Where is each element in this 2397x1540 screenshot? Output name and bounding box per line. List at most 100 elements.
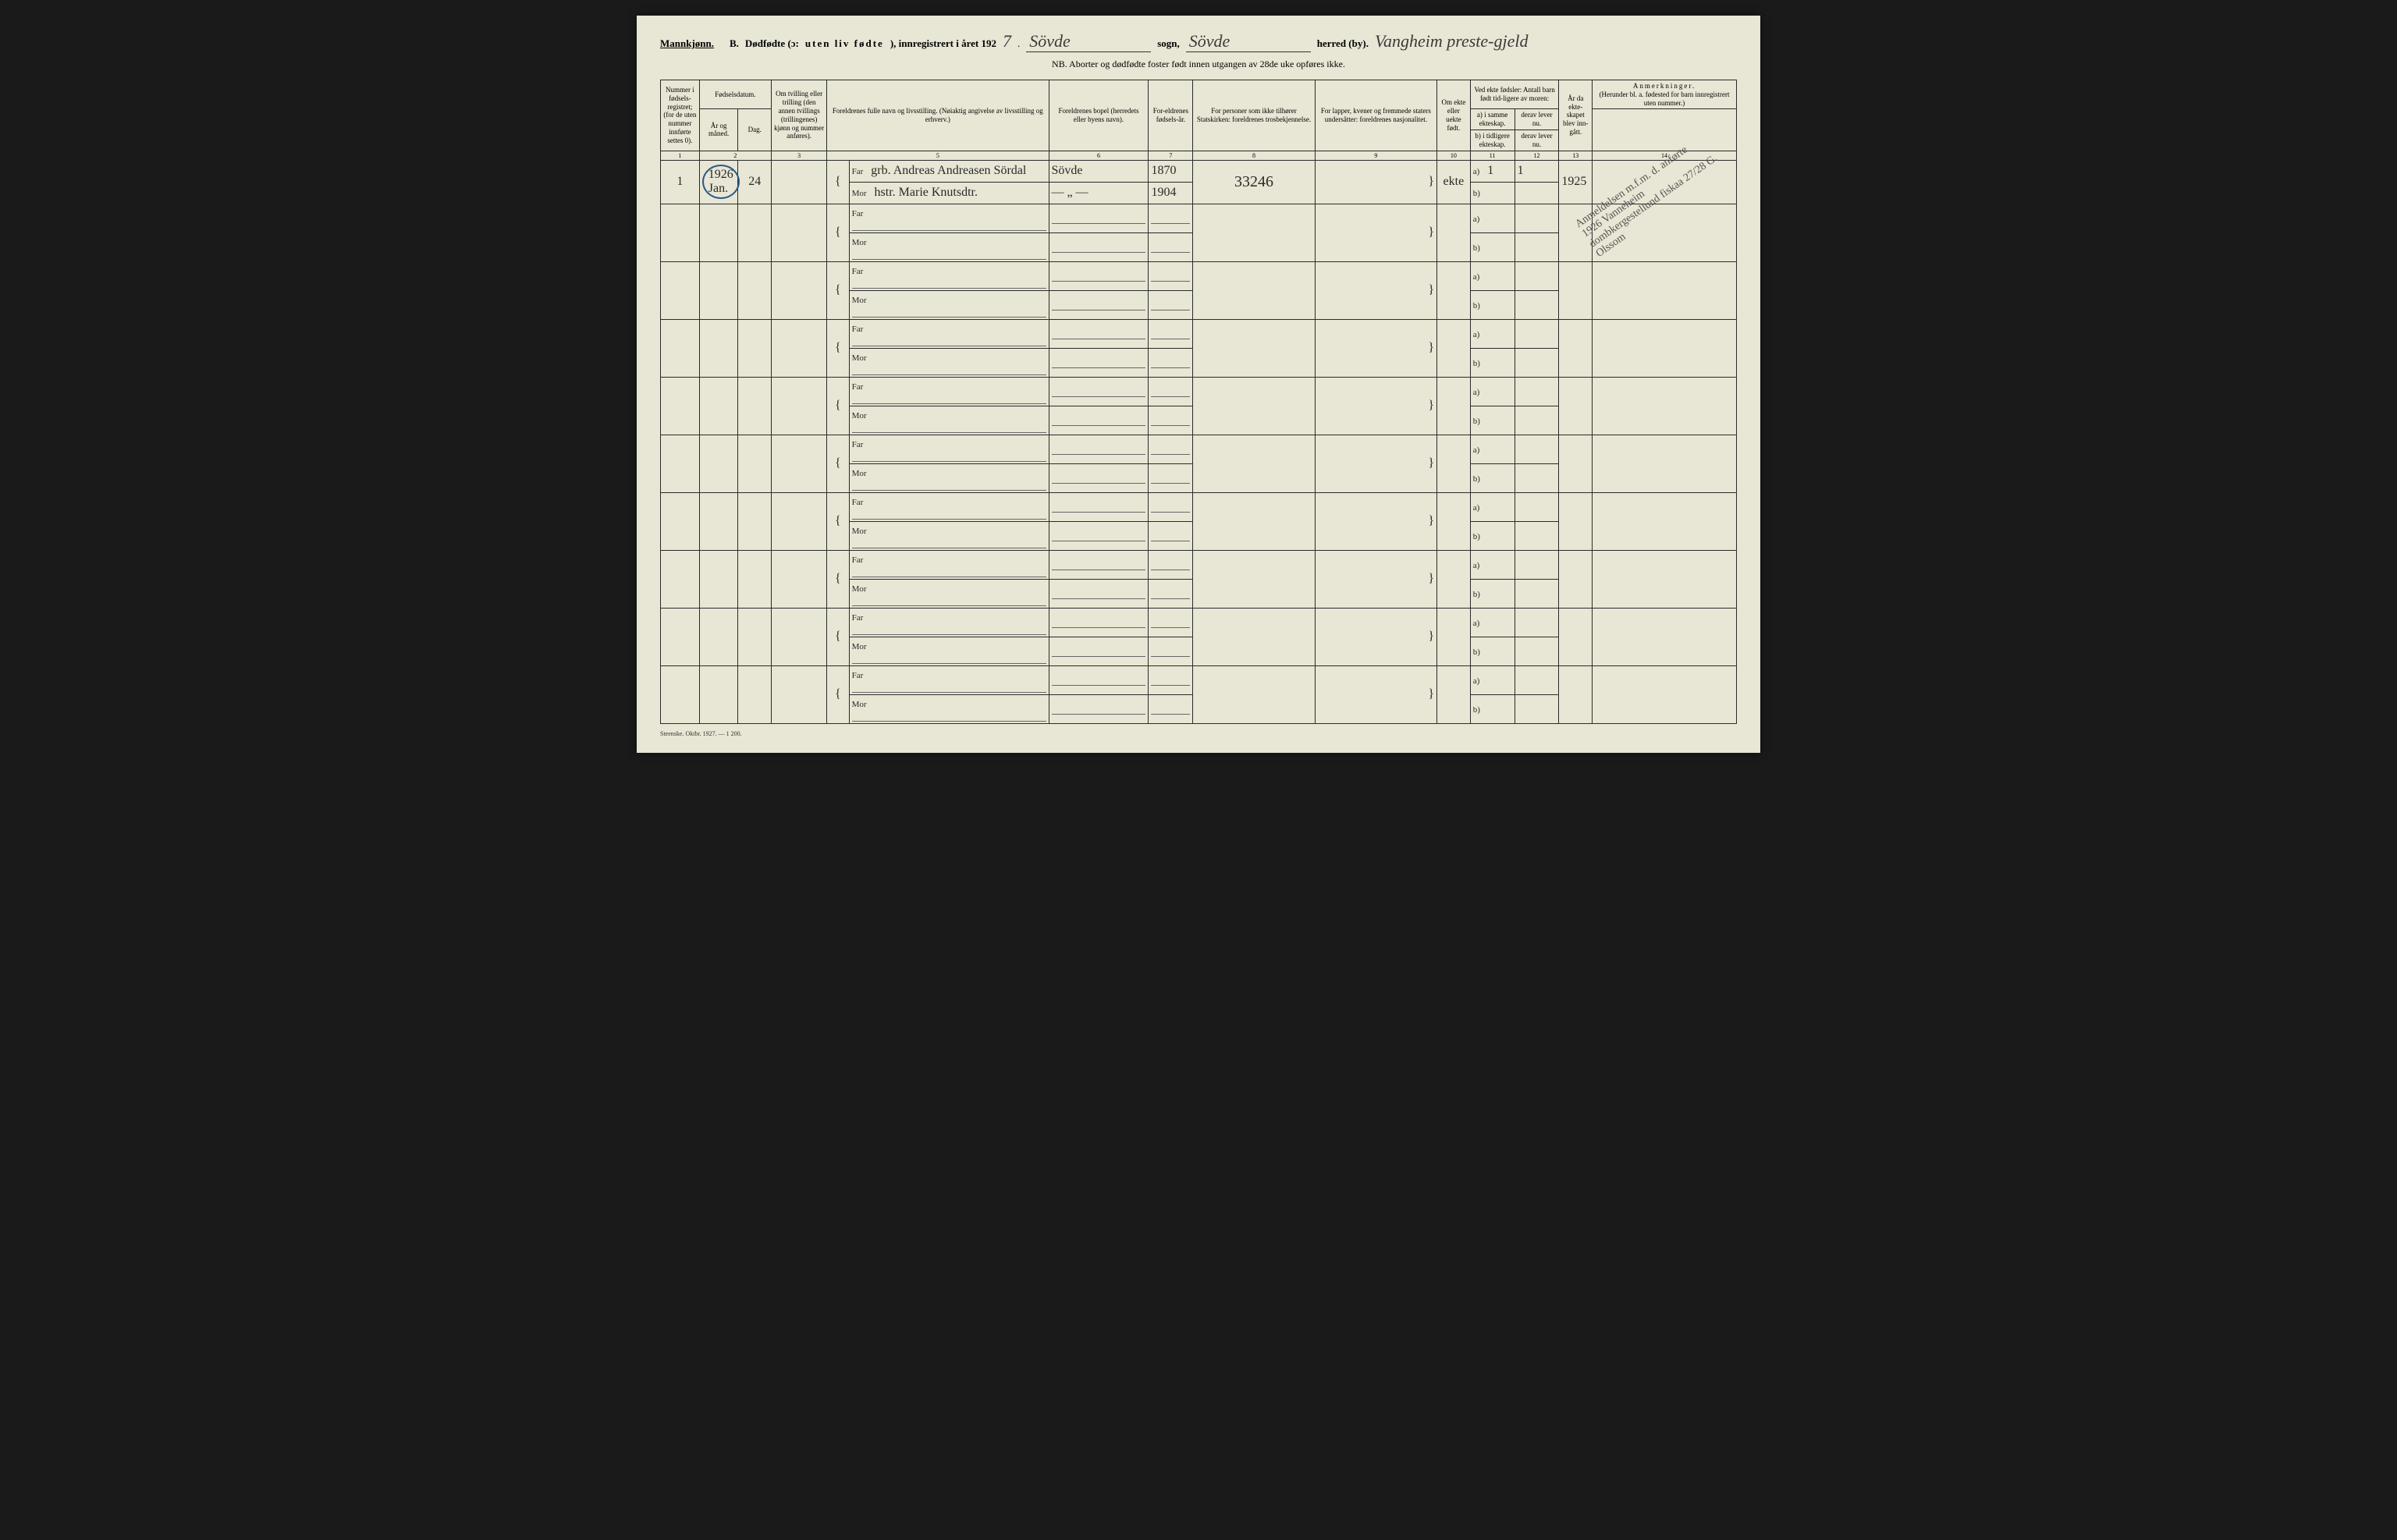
entry-twin xyxy=(772,550,827,608)
mor-year xyxy=(1149,637,1193,665)
entry-num xyxy=(661,377,700,435)
entry-a-derav xyxy=(1515,204,1559,232)
entry-b-derav xyxy=(1515,579,1559,608)
entry-twin xyxy=(772,204,827,261)
mor-year xyxy=(1149,406,1193,435)
entry-b: b) xyxy=(1470,521,1515,550)
col-header-5: Foreldrenes fulle navn og livsstilling. … xyxy=(827,80,1049,151)
entry-ekte xyxy=(1437,492,1471,550)
entry-a: a) xyxy=(1470,261,1515,290)
col-header-11a: a) i samme ekteskap. xyxy=(1470,109,1515,130)
entry-year-married: 1925 xyxy=(1559,160,1593,204)
col-header-10: Om ekte eller uekte født. xyxy=(1437,80,1471,151)
mor-cell: Mor xyxy=(849,694,1049,723)
entry-a: a) xyxy=(1470,377,1515,406)
mor-bopel xyxy=(1049,694,1149,723)
far-bopel xyxy=(1049,665,1149,694)
entry-col8 xyxy=(1193,492,1315,550)
entry-a-derav xyxy=(1515,665,1559,694)
entry-a: a) xyxy=(1470,608,1515,637)
far-bopel xyxy=(1049,319,1149,348)
brace-close-icon: } xyxy=(1315,665,1436,723)
footer-imprint: Steenske. Oktbr. 1927. — 1 200. xyxy=(660,730,1737,737)
far-year xyxy=(1149,665,1193,694)
entry-day xyxy=(738,550,772,608)
far-bopel: Sövde xyxy=(1049,160,1149,182)
entry-a-derav xyxy=(1515,608,1559,637)
mor-cell: Mor xyxy=(849,348,1049,377)
header-row: Mannkjønn. B. Dødfødte (ɔ: uten liv født… xyxy=(660,31,1737,52)
entry-year-married xyxy=(1559,608,1593,665)
entry-num xyxy=(661,204,700,261)
brace-close-icon: } xyxy=(1315,435,1436,492)
brace-icon: { xyxy=(827,377,849,435)
brace-icon: { xyxy=(827,261,849,319)
entry-b: b) xyxy=(1470,348,1515,377)
mor-bopel xyxy=(1049,463,1149,492)
gender-label: Mannkjønn. xyxy=(660,37,714,50)
entry-year-married xyxy=(1559,377,1593,435)
entry-a: a) xyxy=(1470,665,1515,694)
entry-day xyxy=(738,608,772,665)
far-year xyxy=(1149,377,1193,406)
mor-bopel xyxy=(1049,232,1149,261)
entry-year-month xyxy=(699,665,738,723)
entry-year-month xyxy=(699,319,738,377)
entry-twin xyxy=(772,608,827,665)
mor-cell: Mor xyxy=(849,521,1049,550)
far-bopel xyxy=(1049,261,1149,290)
entry-a-derav xyxy=(1515,261,1559,290)
sogn-label: sogn, xyxy=(1157,37,1180,50)
table-row: {Far}a) xyxy=(661,261,1737,290)
mor-year: 1904 xyxy=(1149,182,1193,204)
table-row: {Far}a) xyxy=(661,319,1737,348)
table-row: {Far}a) xyxy=(661,435,1737,463)
entry-col8 xyxy=(1193,319,1315,377)
mor-bopel xyxy=(1049,637,1149,665)
title-spaced: uten liv fødte xyxy=(805,37,884,50)
entry-ekte xyxy=(1437,550,1471,608)
entry-b-derav xyxy=(1515,348,1559,377)
entry-a: a) 1 xyxy=(1470,160,1515,182)
entry-a: a) xyxy=(1470,435,1515,463)
entry-a-derav xyxy=(1515,492,1559,521)
entry-twin xyxy=(772,160,827,204)
entry-a: a) xyxy=(1470,550,1515,579)
mor-bopel xyxy=(1049,521,1149,550)
entry-year-month xyxy=(699,204,738,261)
far-cell: Far grb. Andreas Andreasen Sördal xyxy=(849,160,1049,182)
entry-b-derav xyxy=(1515,182,1559,204)
entry-remarks xyxy=(1593,550,1737,608)
entry-day: 24 xyxy=(738,160,772,204)
entry-a-derav xyxy=(1515,550,1559,579)
entry-col8 xyxy=(1193,608,1315,665)
entry-year-month: 1926 Jan. xyxy=(699,160,738,204)
title-prefix: Dødfødte (ɔ: xyxy=(745,37,799,50)
entry-col8 xyxy=(1193,377,1315,435)
brace-close-icon: } xyxy=(1315,608,1436,665)
entry-year-month xyxy=(699,261,738,319)
col-header-1: Nummer i fødsels-registret; (for de uten… xyxy=(661,80,700,151)
mor-cell: Mor xyxy=(849,406,1049,435)
entry-twin xyxy=(772,435,827,492)
mor-cell: Mor xyxy=(849,637,1049,665)
brace-close-icon: } xyxy=(1315,160,1436,204)
table-row: {Far}a) xyxy=(661,665,1737,694)
register-table: Nummer i fødsels-registret; (for de uten… xyxy=(660,80,1737,724)
mor-year xyxy=(1149,463,1193,492)
far-cell: Far xyxy=(849,377,1049,406)
far-cell: Far xyxy=(849,550,1049,579)
entry-b: b) xyxy=(1470,406,1515,435)
entry-b-derav xyxy=(1515,406,1559,435)
colnum-5: 5 xyxy=(827,151,1049,160)
entry-twin xyxy=(772,492,827,550)
entry-col8 xyxy=(1193,204,1315,261)
colnum-2: 2 xyxy=(699,151,771,160)
entry-b-derav xyxy=(1515,463,1559,492)
entry-col8 xyxy=(1193,435,1315,492)
entry-b: b) xyxy=(1470,290,1515,319)
entry-ekte xyxy=(1437,319,1471,377)
mor-bopel xyxy=(1049,579,1149,608)
colnum-1: 1 xyxy=(661,151,700,160)
entry-year-month xyxy=(699,377,738,435)
